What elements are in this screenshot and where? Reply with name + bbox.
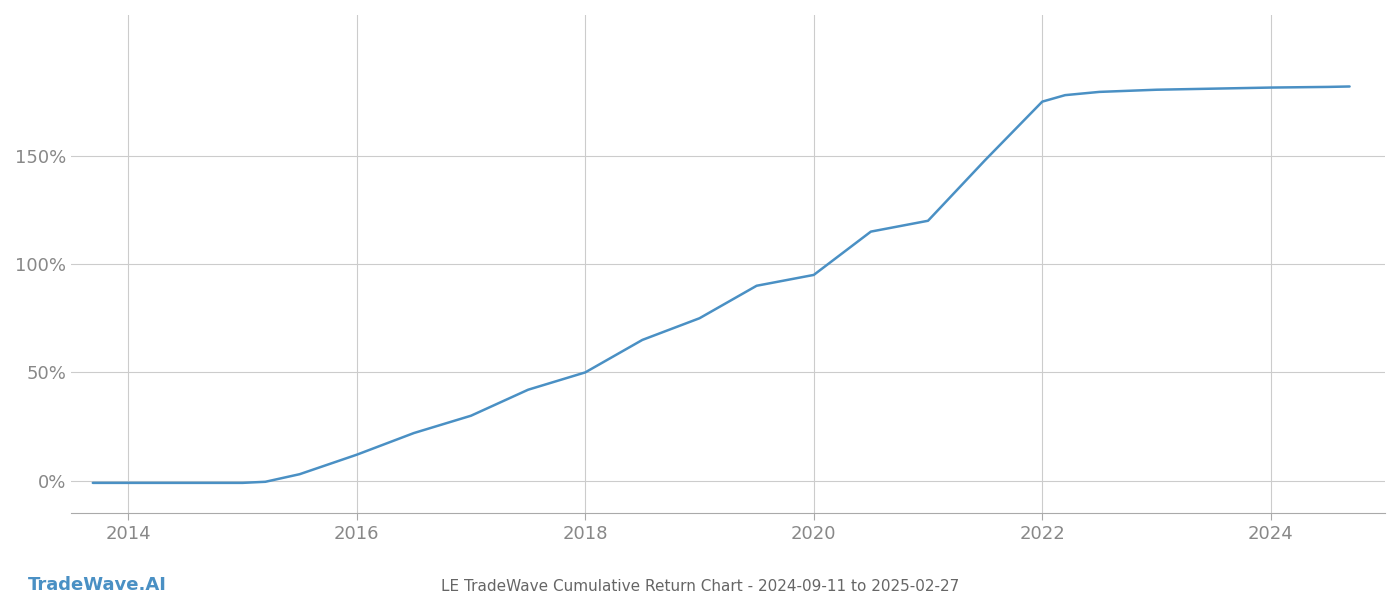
Text: TradeWave.AI: TradeWave.AI [28, 576, 167, 594]
Text: LE TradeWave Cumulative Return Chart - 2024-09-11 to 2025-02-27: LE TradeWave Cumulative Return Chart - 2… [441, 579, 959, 594]
